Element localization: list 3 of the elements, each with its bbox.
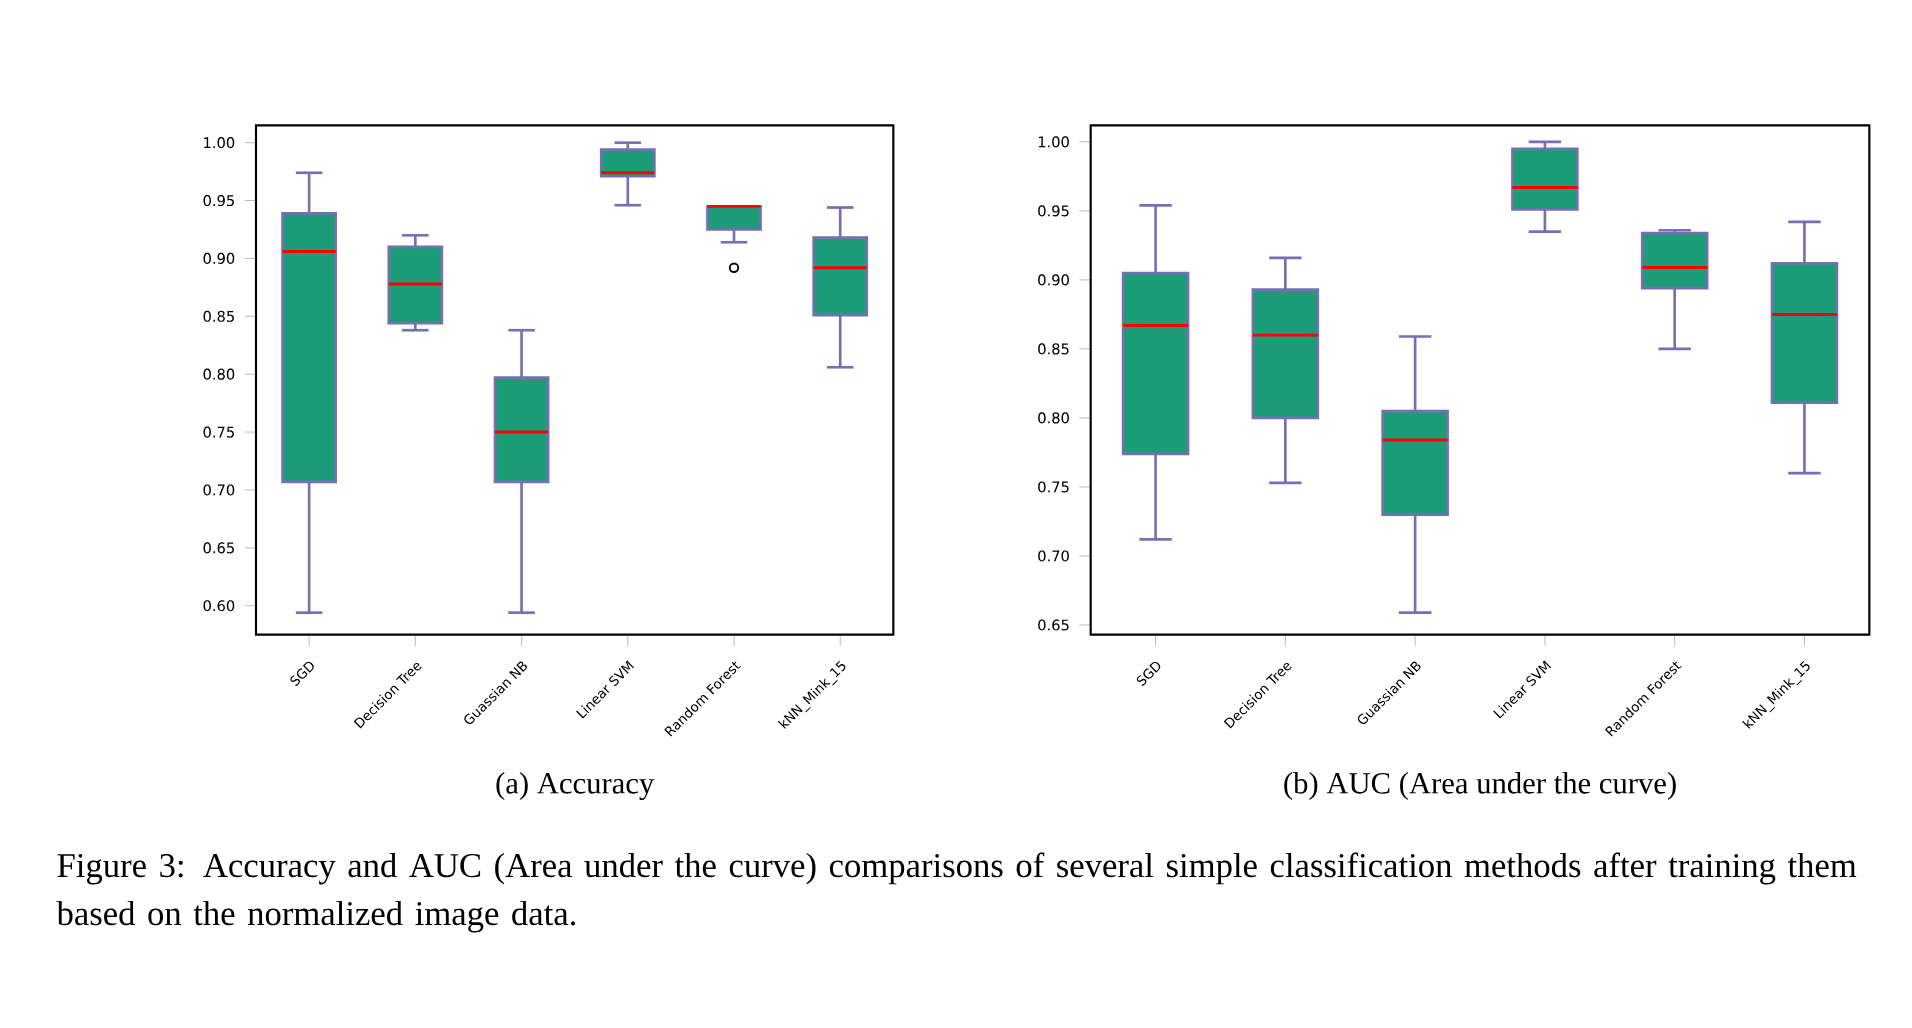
text: (a) Accuracy [496, 772, 655, 800]
text: (b) AUC (Area under the curve) [1284, 772, 1676, 800]
caption: Figure 3: Accuracy and AUC (Area under the curve) comparisons of several simple classification methods after training them based on the normalized image data. [56, 852, 1857, 933]
